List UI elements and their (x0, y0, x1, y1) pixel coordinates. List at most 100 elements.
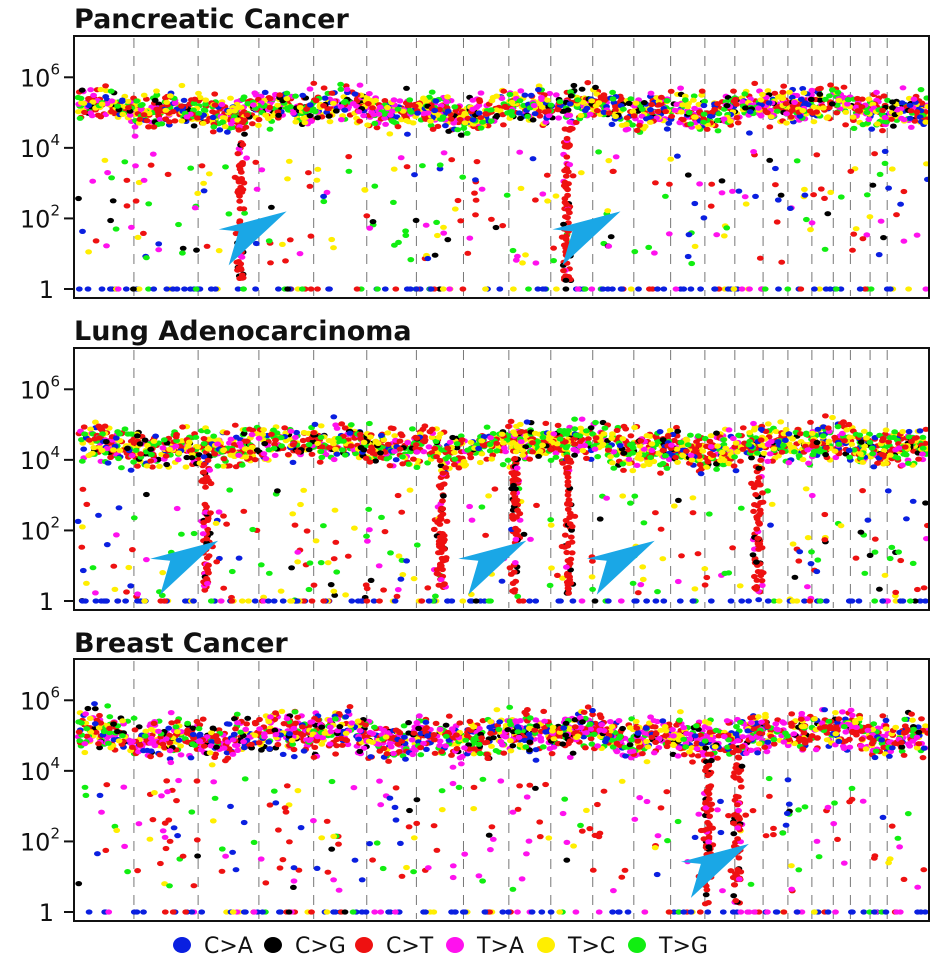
mutation-point (711, 106, 718, 113)
mutation-point (785, 431, 793, 437)
mutation-point (235, 187, 242, 193)
mutation-point (608, 435, 616, 441)
mutation-point (529, 449, 536, 455)
mutation-point (516, 429, 524, 435)
mutation-point (905, 460, 912, 466)
mutation-point (834, 89, 842, 95)
mutation-point (530, 102, 538, 109)
mutation-point (370, 112, 378, 118)
mutation-point (879, 598, 887, 604)
mutation-point (677, 85, 684, 91)
mutation-point (405, 461, 412, 467)
mutation-point (472, 197, 480, 203)
mutation-point (246, 426, 253, 432)
mutation-point (413, 435, 421, 441)
mutation-point (899, 598, 907, 604)
mutation-point (89, 178, 97, 184)
mutation-point (108, 109, 115, 115)
mutation-point (98, 101, 106, 107)
mutation-point (440, 150, 448, 156)
mutation-point (620, 467, 627, 473)
mutation-point (143, 491, 150, 498)
mutation-point (333, 425, 341, 431)
mutation-point (439, 582, 447, 588)
mutation-point (522, 252, 529, 258)
mutation-point (775, 286, 782, 292)
mutation-point (477, 114, 485, 121)
mutation-point (74, 518, 82, 525)
mutation-point (689, 598, 697, 604)
mutation-point (207, 598, 215, 604)
mutation-point (593, 108, 601, 114)
mutation-point (560, 183, 568, 189)
mutation-point (714, 128, 722, 134)
mutation-point (627, 96, 635, 102)
mutation-point (472, 177, 479, 183)
mutation-point (289, 459, 297, 465)
mutation-point (341, 107, 349, 113)
mutation-point (199, 531, 207, 537)
mutation-point (286, 237, 294, 243)
mutation-point (890, 123, 897, 129)
mutation-point (681, 97, 689, 103)
mutation-point (227, 436, 235, 442)
mutation-point (822, 413, 829, 419)
mutation-point (97, 86, 105, 93)
mutation-point (459, 286, 467, 292)
mutation-point (181, 286, 188, 292)
mutation-point (366, 225, 374, 231)
mutation-point (271, 452, 279, 458)
mutation-point (203, 575, 210, 582)
mutation-point (320, 103, 327, 109)
mutation-point (116, 447, 124, 453)
mutation-point (687, 286, 695, 292)
mutation-point (303, 528, 311, 534)
mutation-point (591, 446, 599, 452)
mutation-point (436, 457, 444, 464)
mutation-point (569, 173, 577, 179)
mutation-point (882, 427, 890, 433)
mutation-point (915, 456, 922, 462)
mutation-point (899, 429, 907, 435)
mutation-point (158, 121, 166, 127)
mutation-point (85, 249, 92, 255)
mutation-point (476, 459, 484, 466)
mutation-point (251, 598, 259, 604)
mutation-point (79, 486, 87, 492)
mutation-point (456, 116, 464, 123)
mutation-point (807, 227, 814, 233)
mutation-point (881, 114, 889, 121)
mutation-point (75, 109, 82, 115)
mutation-point (766, 124, 774, 130)
mutation-point (729, 435, 737, 442)
mutation-point (437, 563, 444, 570)
mutation-point (466, 503, 473, 510)
mutation-point (459, 598, 467, 604)
mutation-point (519, 452, 527, 458)
mutation-point (173, 286, 181, 292)
mutation-point (342, 592, 349, 598)
mutation-point (696, 462, 704, 468)
mutation-point (156, 116, 164, 122)
mutation-point (837, 523, 845, 529)
mutation-point (345, 154, 353, 160)
mutation-point (822, 96, 829, 102)
mutation-point (212, 520, 220, 526)
mutation-point (394, 587, 402, 593)
mutation-point (143, 463, 151, 469)
mutation-point (92, 590, 99, 596)
mutation-point (567, 93, 575, 99)
mutation-point (140, 92, 148, 98)
mutation-point (231, 108, 238, 114)
mutation-point (366, 91, 373, 97)
mutation-point (102, 94, 110, 100)
mutation-point (440, 493, 447, 499)
mutation-point (211, 102, 219, 108)
mutation-point (616, 443, 624, 449)
mutation-point (713, 466, 720, 472)
mutation-point (292, 93, 299, 99)
mutation-point (766, 451, 774, 457)
mutation-point (498, 578, 506, 584)
mutation-points (74, 80, 930, 292)
mutation-point (584, 80, 592, 86)
